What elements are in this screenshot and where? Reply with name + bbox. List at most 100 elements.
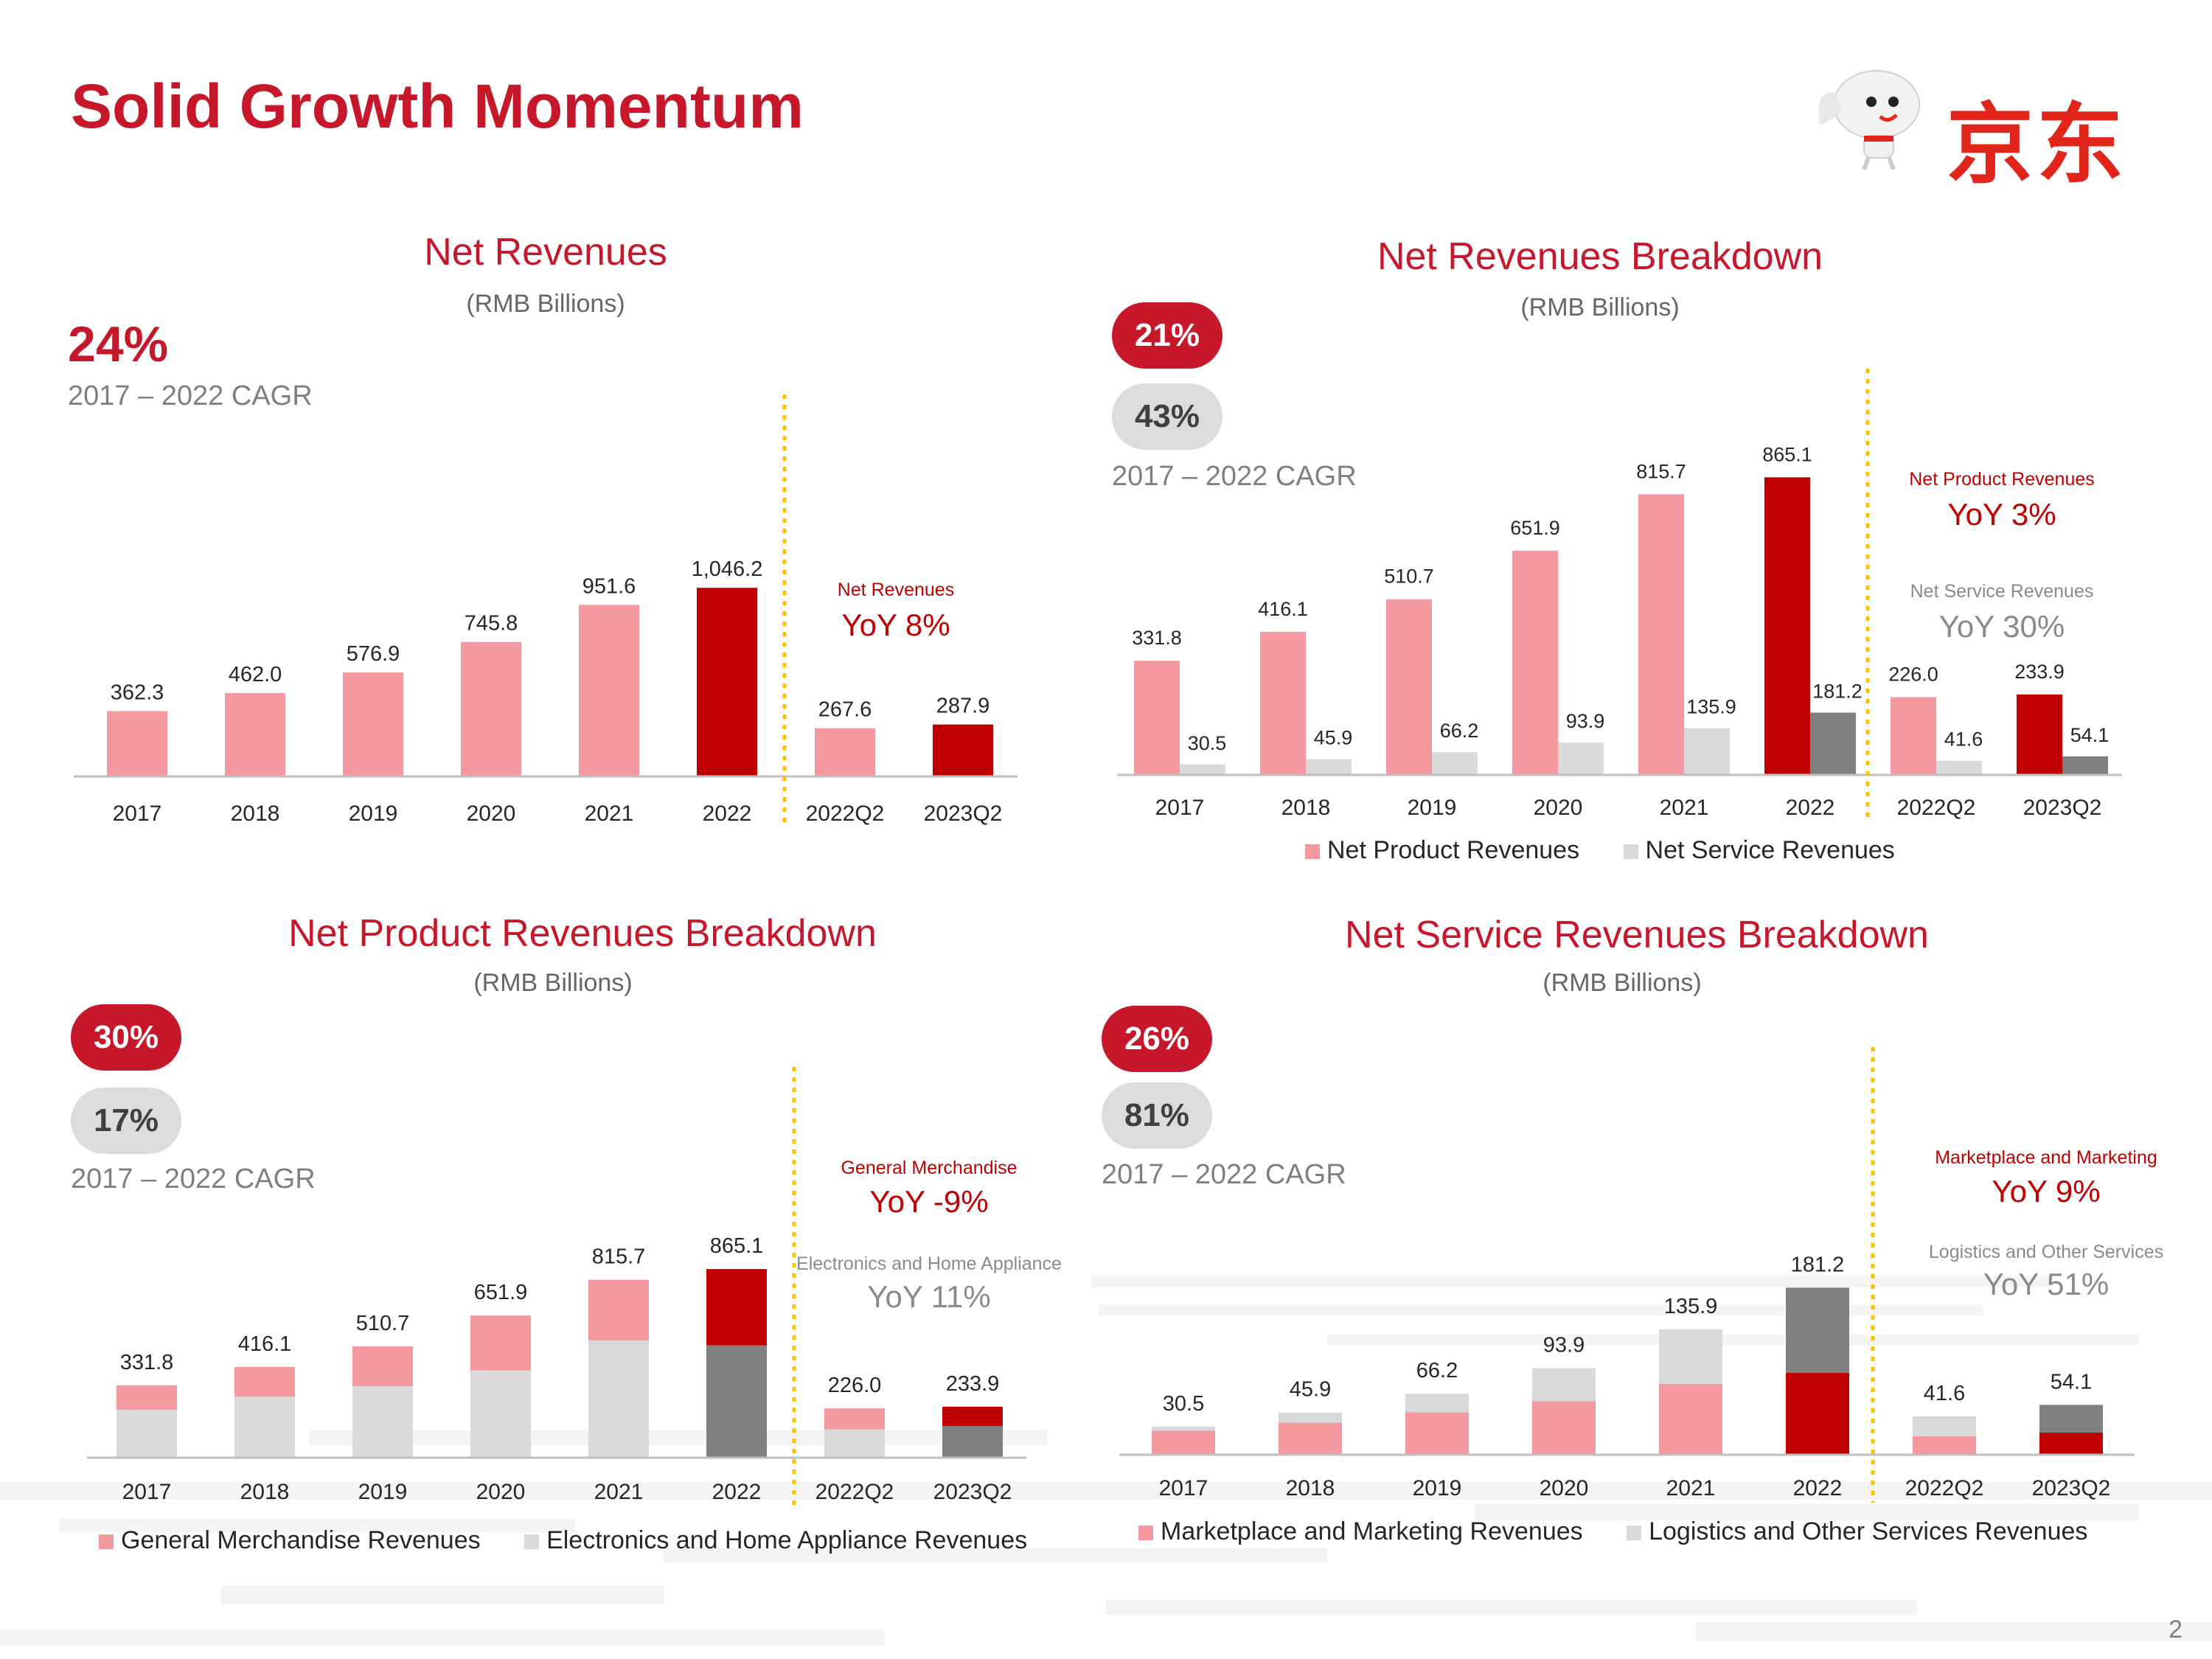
- chart2-bar-service-2017: [1180, 764, 1225, 775]
- chart2-service-label: 93.9: [1566, 710, 1605, 732]
- chart3-total-label: 865.1: [710, 1234, 764, 1258]
- chart3-yoy2-label: Electronics and Home Appliance: [796, 1253, 1062, 1274]
- chart4-bar-upper-2022Q2: [1913, 1416, 1976, 1436]
- chart1-data-label: 462.0: [229, 663, 282, 686]
- chart3-bar-lower-2021: [588, 1340, 649, 1458]
- chart3-bar-upper-2017: [116, 1385, 177, 1410]
- chart2-bar-product-2018: [1260, 631, 1306, 775]
- chart3-total-label: 226.0: [828, 1374, 882, 1397]
- chart1-data-label: 951.6: [582, 574, 636, 598]
- chart3-subtitle: (RMB Billions): [473, 969, 633, 997]
- chart4-bar-upper-2019: [1405, 1394, 1469, 1413]
- chart4-legend-item-mm: Marketplace and Marketing Revenues: [1138, 1517, 1583, 1545]
- chart2-x-tick-label: 2019: [1408, 796, 1457, 820]
- chart2-product-label: 510.7: [1384, 566, 1434, 588]
- chart3-legend-item-eha: Electronics and Home Appliance Revenues: [524, 1526, 1027, 1554]
- chart3-legend-item-gm: General Merchandise Revenues: [99, 1526, 481, 1554]
- chart4-x-tick-label: 2021: [1666, 1476, 1716, 1500]
- chart1-bar-2019: [343, 672, 403, 776]
- chart4-x-tick-label: 2020: [1540, 1476, 1589, 1500]
- chart2-plot: 331.8 30.5 416.1 45.9 510.7 66.2 651.9 93.9 815.…: [1117, 369, 2122, 822]
- chart2-bar-product-2019: [1386, 599, 1432, 775]
- chart3-cagr-red-pill: 30%: [71, 1004, 181, 1071]
- legend-swatch: [1138, 1526, 1153, 1541]
- chart3-bar-lower-2020: [470, 1370, 531, 1458]
- chart2-x-tick-label: 2017: [1155, 796, 1205, 820]
- chart4-subtitle: (RMB Billions): [1543, 969, 1702, 997]
- chart3-x-tick-label: 2023Q2: [933, 1480, 1012, 1504]
- chart1-data-label: 1,046.2: [692, 557, 763, 581]
- chart2-cagr-grey-pill: 43%: [1112, 383, 1222, 450]
- chart1-bar-2021: [579, 605, 639, 776]
- chart2-bar-product-2020: [1512, 550, 1558, 775]
- chart1-x-tick-label: 2021: [585, 801, 634, 826]
- chart1-title: Net Revenues: [424, 231, 667, 274]
- legend-swatch: [99, 1534, 114, 1550]
- chart4-yoy1-label: Marketplace and Marketing: [1935, 1147, 2157, 1168]
- chart2-bar-service-2023Q2: [2062, 756, 2108, 775]
- chart3-yoy1-value: YoY -9%: [869, 1184, 989, 1219]
- chart4-x-tick-label: 2017: [1159, 1476, 1208, 1500]
- chart3-bar-lower-2022: [706, 1345, 767, 1458]
- chart2-bar-service-2022Q2: [1936, 760, 1982, 775]
- chart4-bar-lower-2023Q2: [2039, 1432, 2103, 1455]
- chart2-bar-service-2018: [1306, 759, 1352, 775]
- chart4-cagr-grey-pill: 81%: [1102, 1082, 1212, 1149]
- chart4-cagr-red-pill: 26%: [1102, 1006, 1212, 1072]
- chart3-bar-upper-2019: [352, 1346, 413, 1386]
- chart4-title: Net Service Revenues Breakdown: [1345, 914, 1929, 956]
- chart4-total-label: 66.2: [1416, 1359, 1458, 1382]
- chart4-legend1: Marketplace and Marketing Revenues: [1161, 1517, 1583, 1545]
- chart1-x-tick-label: 2022: [703, 801, 752, 826]
- chart3-bar-upper-2021: [588, 1279, 649, 1340]
- chart3-x-tick-label: 2022Q2: [815, 1480, 894, 1504]
- chart4-legend: Marketplace and Marketing Revenues Logis…: [1138, 1517, 2124, 1546]
- chart4-bar-lower-2022: [1786, 1372, 1849, 1455]
- legend-swatch: [1623, 844, 1638, 860]
- chart1-subtitle: (RMB Billions): [466, 290, 625, 318]
- chart3-bar-upper-2022Q2: [824, 1408, 885, 1430]
- chart3-title: Net Product Revenues Breakdown: [288, 912, 877, 955]
- chart2-product-label: 865.1: [1762, 443, 1812, 465]
- chart4-total-label: 135.9: [1664, 1295, 1718, 1318]
- chart2-x-tick-label: 2020: [1534, 796, 1583, 820]
- chart2-bar-product-2022: [1764, 477, 1810, 775]
- chart3-total-label: 815.7: [592, 1245, 646, 1269]
- chart2-bar-product-2021: [1638, 494, 1684, 775]
- chart2-service-label: 54.1: [2070, 724, 2110, 746]
- chart2-bar-service-2022: [1810, 712, 1856, 775]
- chart1-bar-2020: [461, 641, 521, 776]
- chart4-bar-lower-2018: [1279, 1422, 1342, 1455]
- chart2-product-label: 815.7: [1636, 460, 1686, 482]
- chart2-bar-service-2020: [1558, 742, 1604, 775]
- chart3-total-label: 651.9: [474, 1281, 528, 1304]
- chart1-data-label: 362.3: [111, 681, 164, 704]
- chart2-legend2: Net Service Revenues: [1645, 836, 1895, 864]
- chart3-yoy2-value: YoY 11%: [867, 1279, 991, 1314]
- chart1-x-tick-label: 2020: [467, 801, 516, 826]
- chart4-bar-upper-2020: [1532, 1368, 1596, 1402]
- chart3-bar-upper-2020: [470, 1315, 531, 1371]
- chart3-total-label: 416.1: [238, 1332, 292, 1356]
- chart1-plot: 362.3 462.0 576.9 745.8 951.6 1,046.2 267.6 287…: [74, 394, 1018, 827]
- chart3-x-tick-label: 2021: [594, 1480, 644, 1504]
- chart3-legend2: Electronics and Home Appliance Revenues: [546, 1526, 1028, 1554]
- chart3-bar-lower-2022Q2: [824, 1429, 885, 1458]
- chart1-data-label: 745.8: [465, 612, 518, 636]
- chart2-product-label: 226.0: [1888, 664, 1938, 686]
- chart3-bar-lower-2019: [352, 1385, 413, 1458]
- chart4-x-tick-label: 2023Q2: [2032, 1476, 2111, 1500]
- chart4-x-tick-label: 2019: [1413, 1476, 1462, 1500]
- chart3-total-label: 510.7: [356, 1312, 410, 1335]
- page-title: Solid Growth Momentum: [71, 72, 804, 141]
- chart2-service-label: 66.2: [1440, 720, 1479, 742]
- chart2-yoy1-label: Net Product Revenues: [1909, 469, 2095, 490]
- chart3-bar-upper-2023Q2: [942, 1406, 1003, 1427]
- chart4-x-tick-label: 2018: [1286, 1476, 1335, 1500]
- chart2-service-label: 30.5: [1188, 732, 1227, 754]
- chart1-data-label: 287.9: [936, 695, 990, 718]
- chart3-yoy1-label: General Merchandise: [841, 1158, 1018, 1178]
- chart2-bar-service-2019: [1432, 752, 1478, 775]
- chart1-x-tick-label: 2018: [231, 801, 280, 826]
- chart1-cagr-value: 24%: [68, 316, 169, 372]
